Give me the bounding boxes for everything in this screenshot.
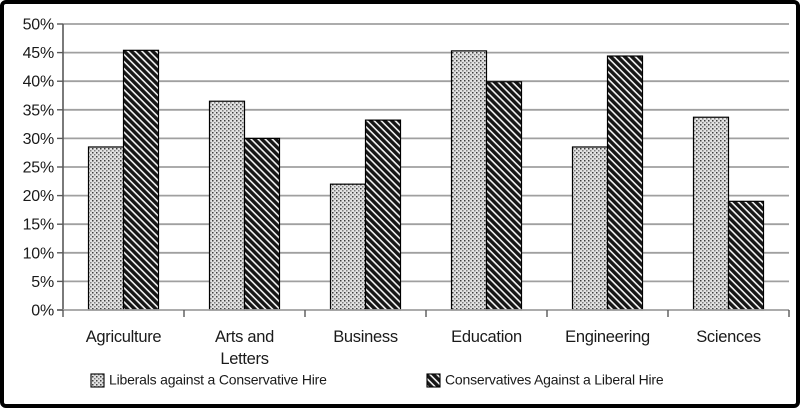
- bar-conservatives-education: [485, 81, 523, 311]
- legend-label-liberals: Liberals against a Conservative Hire: [109, 372, 327, 388]
- y-tick-label: 25%: [23, 160, 54, 177]
- bar-liberals-engineering: [571, 146, 609, 311]
- bar-liberals-education: [450, 50, 488, 311]
- y-tick-label: 40%: [23, 74, 54, 91]
- bar-liberals-business: [329, 183, 367, 311]
- bar-liberals-sciences: [692, 116, 730, 311]
- bar-conservatives-agriculture: [122, 49, 160, 311]
- bar-conservatives-arts-and-letters: [243, 137, 281, 311]
- legend: Liberals against a Conservative Hire Cons…: [90, 372, 664, 388]
- category-label-arts-and-letters: Letters: [220, 350, 268, 368]
- bar-conservatives-sciences: [727, 200, 765, 311]
- grouped-bar-chart: 0% 5% 10% 15% 20% 25% 30% 35% 40% 45% 50% Agricultu…: [23, 17, 790, 388]
- y-tick-label: 0%: [31, 303, 54, 320]
- category-label-arts-and-letters: Arts and: [215, 328, 274, 346]
- y-tick-label: 50%: [23, 17, 54, 34]
- y-tick-label: 35%: [23, 102, 54, 119]
- legend-item-conservatives: Conservatives Against a Liberal Hire: [426, 372, 664, 388]
- category-label-engineering: Engineering: [565, 328, 650, 346]
- y-tick-label: 10%: [23, 245, 54, 262]
- bar-liberals-arts-and-letters: [208, 100, 246, 311]
- category-label-education: Education: [451, 328, 522, 346]
- bar-conservatives-engineering: [606, 55, 644, 311]
- legend-item-liberals: Liberals against a Conservative Hire: [90, 372, 327, 388]
- category-label-business: Business: [333, 328, 398, 346]
- legend-swatch-dotted-icon: [90, 373, 105, 388]
- legend-label-conservatives: Conservatives Against a Liberal Hire: [445, 372, 664, 388]
- y-tick-label: 45%: [23, 45, 54, 62]
- category-label-sciences: Sciences: [696, 328, 761, 346]
- y-tick-label: 15%: [23, 217, 54, 234]
- y-tick-label: 30%: [23, 131, 54, 148]
- legend-swatch-diagonal-stripes-icon: [426, 373, 441, 388]
- bar-conservatives-business: [364, 119, 402, 311]
- y-tick-label: 20%: [23, 188, 54, 205]
- bar-liberals-agriculture: [87, 146, 125, 311]
- y-tick-label: 5%: [31, 274, 54, 291]
- category-label-agriculture: Agriculture: [86, 328, 162, 346]
